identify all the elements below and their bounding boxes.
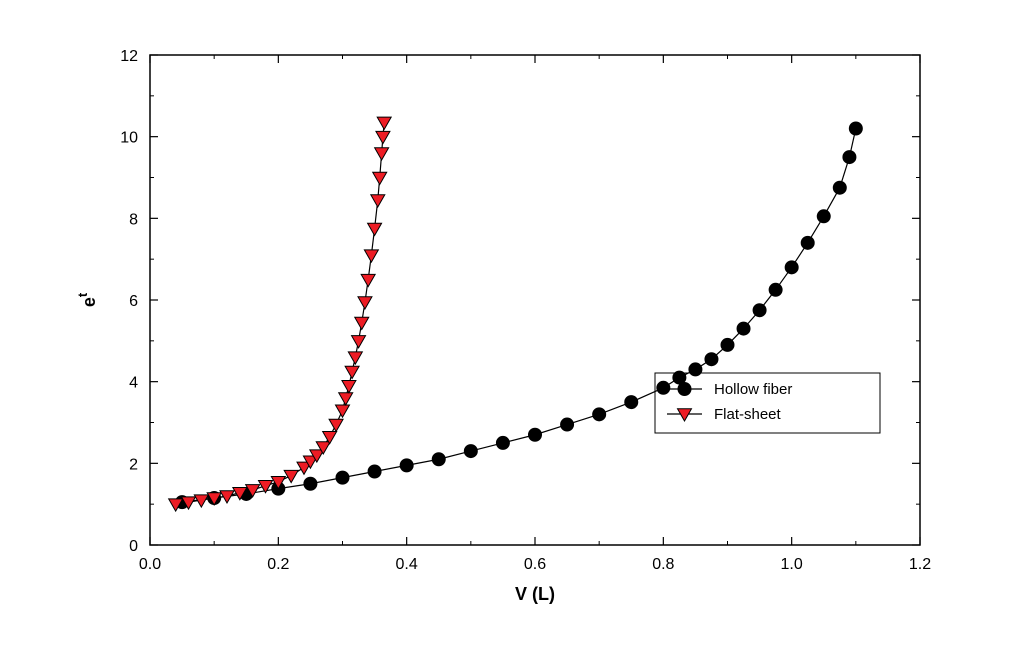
- marker-hollow-fiber: [801, 236, 814, 249]
- marker-hollow-fiber: [400, 459, 413, 472]
- legend-label-hollow-fiber: Hollow fiber: [714, 381, 792, 398]
- marker-hollow-fiber: [849, 122, 862, 135]
- marker-hollow-fiber: [496, 436, 509, 449]
- x-tick-label: 1.0: [781, 556, 803, 573]
- x-tick-label: 0.4: [396, 556, 418, 573]
- y-tick-label: 8: [129, 211, 138, 228]
- marker-hollow-fiber: [843, 151, 856, 164]
- y-tick-label: 4: [129, 375, 138, 392]
- marker-hollow-fiber: [657, 381, 670, 394]
- marker-hollow-fiber: [678, 383, 691, 396]
- marker-hollow-fiber: [785, 261, 798, 274]
- marker-hollow-fiber: [769, 283, 782, 296]
- marker-hollow-fiber: [336, 471, 349, 484]
- marker-hollow-fiber: [464, 445, 477, 458]
- x-tick-label: 0.2: [267, 556, 289, 573]
- scatter-chart: 0.00.20.40.60.81.01.2024681012V (L)etHol…: [0, 0, 1027, 645]
- chart-container: 0.00.20.40.60.81.01.2024681012V (L)etHol…: [0, 0, 1027, 645]
- marker-hollow-fiber: [432, 453, 445, 466]
- y-tick-label: 0: [129, 538, 138, 555]
- marker-hollow-fiber: [625, 396, 638, 409]
- marker-hollow-fiber: [833, 181, 846, 194]
- marker-hollow-fiber: [368, 465, 381, 478]
- marker-hollow-fiber: [529, 428, 542, 441]
- y-tick-label: 6: [129, 293, 138, 310]
- marker-hollow-fiber: [689, 363, 702, 376]
- marker-hollow-fiber: [705, 353, 718, 366]
- x-tick-label: 0.6: [524, 556, 546, 573]
- marker-hollow-fiber: [817, 210, 830, 223]
- marker-hollow-fiber: [593, 408, 606, 421]
- x-tick-label: 0.8: [652, 556, 674, 573]
- marker-hollow-fiber: [304, 477, 317, 490]
- x-axis-label: V (L): [515, 584, 555, 604]
- marker-hollow-fiber: [753, 304, 766, 317]
- marker-hollow-fiber: [737, 322, 750, 335]
- y-tick-label: 10: [120, 130, 138, 147]
- y-tick-label: 12: [120, 48, 138, 65]
- y-tick-label: 2: [129, 456, 138, 473]
- marker-hollow-fiber: [561, 418, 574, 431]
- x-tick-label: 0.0: [139, 556, 161, 573]
- legend-label-flat-sheet: Flat-sheet: [714, 406, 782, 423]
- chart-bg: [0, 0, 1027, 645]
- x-tick-label: 1.2: [909, 556, 931, 573]
- marker-hollow-fiber: [721, 338, 734, 351]
